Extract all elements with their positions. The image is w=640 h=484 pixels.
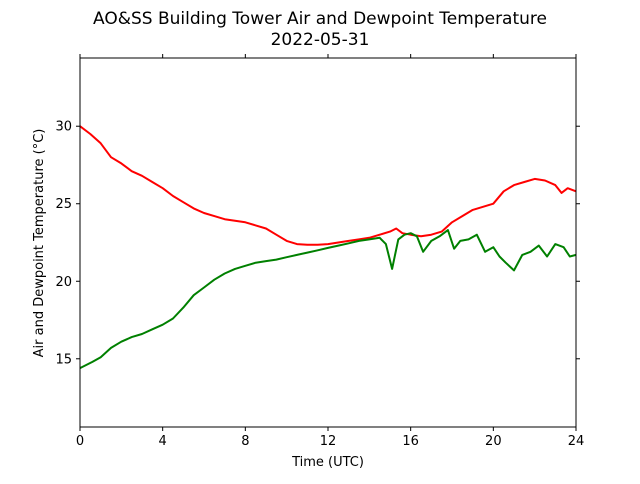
y-tick-label: 25 <box>55 197 72 212</box>
chart-subtitle: 2022-05-31 <box>271 30 370 50</box>
x-tick-label: 24 <box>568 434 585 449</box>
x-tick-label: 4 <box>159 434 167 449</box>
x-tick-label: 20 <box>485 434 502 449</box>
y-axis: 15 20 25 30 <box>55 120 580 367</box>
series-group <box>79 125 577 369</box>
y-tick-label: 20 <box>55 275 72 290</box>
y-tick-label: 15 <box>55 352 72 367</box>
series-line-1 <box>79 229 577 369</box>
x-axis: 0 4 8 12 16 20 24 <box>76 54 584 449</box>
y-tick-label: 30 <box>55 120 72 135</box>
x-tick-label: 12 <box>320 434 337 449</box>
y-axis-label: Air and Dewpoint Temperature (°C) <box>32 129 47 358</box>
x-tick-label: 8 <box>241 434 249 449</box>
chart-title: AO&SS Building Tower Air and Dewpoint Te… <box>93 9 547 29</box>
series-line-0 <box>79 125 577 246</box>
plot-area <box>80 58 576 427</box>
x-tick-label: 0 <box>76 434 84 449</box>
x-axis-label: Time (UTC) <box>291 455 364 470</box>
x-tick-label: 16 <box>402 434 419 449</box>
